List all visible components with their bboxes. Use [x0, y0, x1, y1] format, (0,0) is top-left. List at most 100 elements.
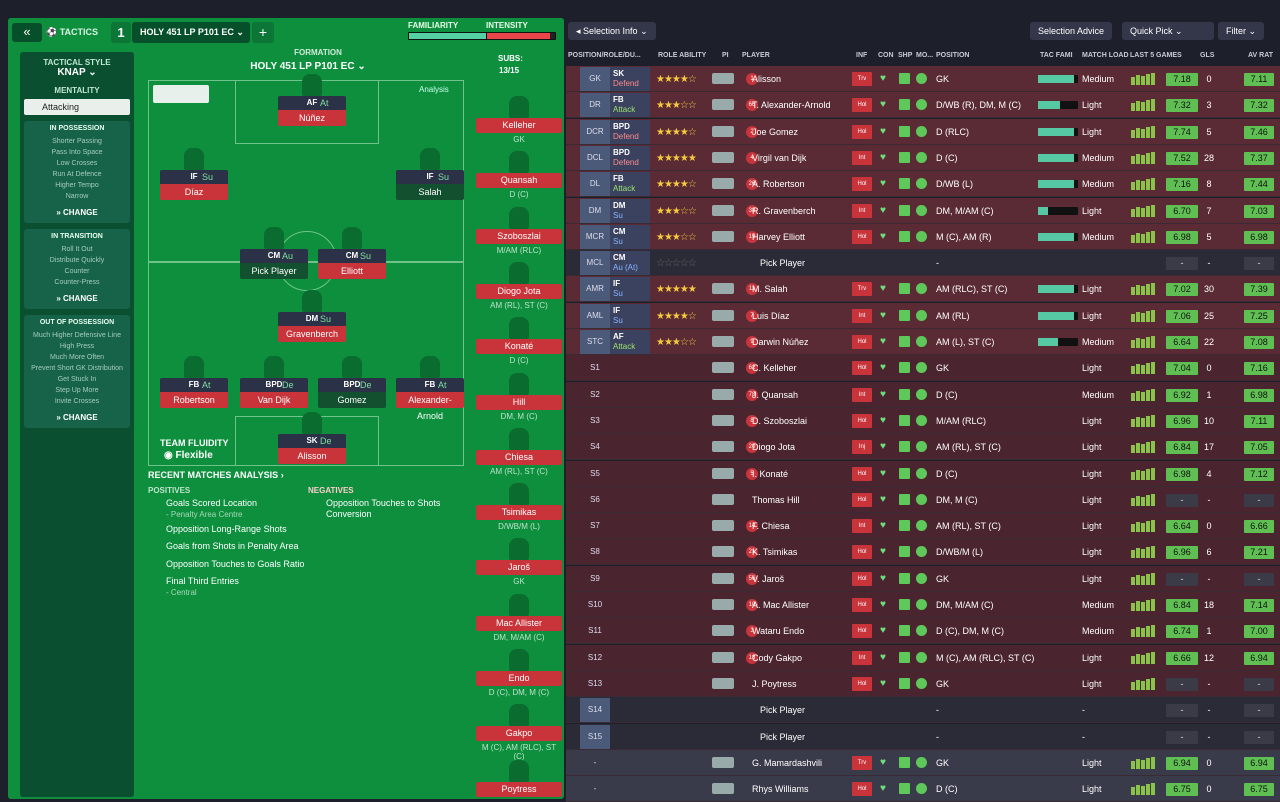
- player-name[interactable]: A. Robertson: [752, 179, 805, 189]
- player-name[interactable]: Joe Gomez: [752, 127, 798, 137]
- player-name[interactable]: Pick Player: [760, 258, 805, 268]
- player-instructions-icon[interactable]: [712, 678, 734, 689]
- header-con[interactable]: CON: [878, 52, 894, 59]
- player-name[interactable]: Darwin Núñez: [752, 337, 809, 347]
- header-mo[interactable]: MO...: [916, 52, 933, 59]
- header-player[interactable]: PLAYER: [742, 52, 770, 59]
- header-pi[interactable]: PI: [722, 52, 729, 59]
- header-gls[interactable]: GLS: [1200, 52, 1214, 59]
- player-name[interactable]: Pick Player: [760, 705, 805, 715]
- player-instructions-icon[interactable]: [712, 152, 734, 163]
- mentality-dropdown[interactable]: Attacking: [24, 99, 130, 115]
- tactic-name-dropdown[interactable]: HOLY 451 LP P101 EC ⌄: [132, 22, 250, 43]
- player-name[interactable]: I. Konaté: [752, 469, 788, 479]
- player-name[interactable]: M. Salah: [752, 284, 788, 294]
- player-name[interactable]: Wataru Endo: [752, 626, 804, 636]
- in-transition-change-button[interactable]: » CHANGE: [26, 294, 128, 303]
- player-instructions-icon[interactable]: [712, 441, 734, 452]
- player-name[interactable]: K. Tsimikas: [752, 547, 797, 557]
- player-instructions-icon[interactable]: [712, 178, 734, 189]
- player-name[interactable]: R. Gravenberch: [752, 206, 816, 216]
- header-match-load[interactable]: MATCH LOAD: [1082, 52, 1129, 59]
- player-instructions-icon[interactable]: [712, 231, 734, 242]
- selection-advice-button[interactable]: Selection Advice: [1030, 22, 1112, 40]
- tactics-tab[interactable]: ⚽ TACTICS: [46, 23, 108, 42]
- tactical-style-value[interactable]: KNAP ⌄: [20, 67, 134, 78]
- player-instructions-icon[interactable]: [712, 783, 734, 794]
- back-button[interactable]: «: [12, 23, 42, 42]
- player-instructions-icon[interactable]: [712, 468, 734, 479]
- player-instructions-icon[interactable]: [712, 205, 734, 216]
- player-name[interactable]: Harvey Elliott: [752, 232, 805, 242]
- pitch-view-buttons[interactable]: [153, 85, 209, 103]
- header-position[interactable]: POSITION: [936, 52, 969, 59]
- player-name[interactable]: J. Quansah: [752, 390, 798, 400]
- player-name[interactable]: F. Chiesa: [752, 521, 790, 531]
- player-name[interactable]: Thomas Hill: [752, 495, 800, 505]
- player-instructions-icon[interactable]: [712, 362, 734, 373]
- recent-matches-analysis-link[interactable]: RECENT MATCHES ANALYSIS ›: [148, 470, 284, 480]
- header-tac-fami[interactable]: TAC FAMI: [1040, 52, 1073, 59]
- header-avrat[interactable]: AV RAT: [1248, 52, 1273, 59]
- header-last5[interactable]: LAST 5 GAMES: [1130, 52, 1182, 59]
- tactic-slot-number[interactable]: 1: [111, 22, 131, 43]
- player-name[interactable]: A. Mac Allister: [752, 600, 809, 610]
- header-role-ability[interactable]: ROLE ABILITY: [658, 52, 706, 59]
- header-inf[interactable]: INF: [856, 52, 867, 59]
- player-instructions-icon[interactable]: [712, 99, 734, 110]
- header-shp[interactable]: SHP: [898, 52, 912, 59]
- player-instructions-icon[interactable]: [712, 389, 734, 400]
- player-name[interactable]: Pick Player: [760, 732, 805, 742]
- filter-button[interactable]: Filter ⌄: [1218, 22, 1264, 40]
- player-instructions-icon[interactable]: [712, 73, 734, 84]
- player-name[interactable]: J. Poytress: [752, 679, 797, 689]
- selection-info-button[interactable]: ◂ Selection Info ⌄: [568, 22, 656, 40]
- player-name[interactable]: Rhys Williams: [752, 784, 809, 794]
- in-possession-change-button[interactable]: » CHANGE: [26, 208, 128, 217]
- player-name[interactable]: C. Kelleher: [752, 363, 797, 373]
- player-instructions-icon[interactable]: [712, 310, 734, 321]
- player-instructions-icon[interactable]: [712, 126, 734, 137]
- player-instructions-icon[interactable]: [712, 757, 734, 768]
- out-of-possession-change-button[interactable]: » CHANGE: [26, 413, 128, 422]
- player-instructions-icon[interactable]: [712, 625, 734, 636]
- player-name[interactable]: Alisson: [752, 74, 781, 84]
- player-name[interactable]: V. Jaroš: [752, 574, 784, 584]
- player-instructions-icon[interactable]: [712, 494, 734, 505]
